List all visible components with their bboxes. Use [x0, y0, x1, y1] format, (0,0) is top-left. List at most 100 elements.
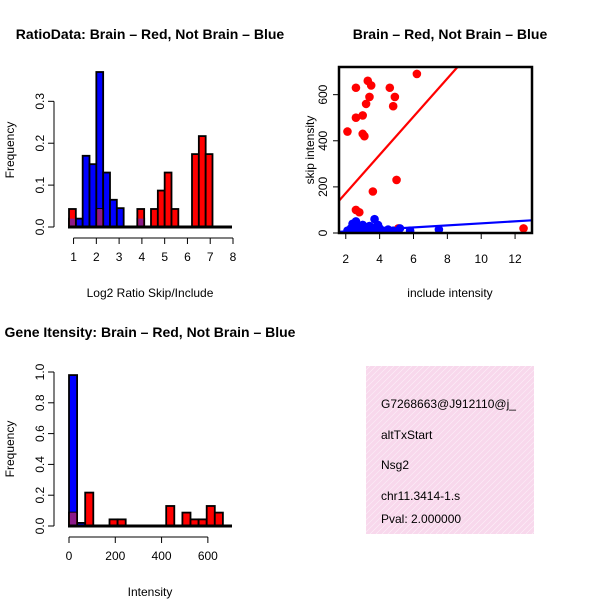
y-tick-label: 0.6 [33, 425, 47, 442]
info-panel: G7268663@J912110@j_ altTxStart Nsg2 chr1… [366, 366, 534, 534]
brain-point [351, 83, 361, 93]
y-tick-label: 0.2 [33, 135, 47, 152]
y-tick-label: 0.4 [33, 456, 47, 473]
scatter-chart-title: Brain – Red, Not Brain – Blue [353, 26, 548, 42]
ratio-bars [68, 71, 214, 228]
x-tick-label: 6 [410, 252, 417, 266]
x-tick-label: 8 [444, 252, 451, 266]
not-brain-bar [102, 171, 111, 228]
intensity-histogram-panel: Gene Itensity: Brain – Red, Not Brain – … [3, 324, 296, 599]
brain-point [355, 207, 364, 217]
brain-point [360, 131, 369, 141]
not-brain-bar [68, 374, 78, 527]
brain-point [351, 113, 361, 123]
scatter-panel: Brain – Red, Not Brain – Blue 2 4 6 8 10 12 0… [303, 26, 547, 300]
intensity-bars [68, 374, 224, 527]
x-tick-label: 4 [376, 252, 383, 266]
x-tick-label: 200 [105, 549, 125, 563]
brain-bar [213, 511, 224, 527]
x-tick-label: 400 [152, 549, 172, 563]
brain-point [358, 111, 368, 120]
scatter-x-axis: 2 4 6 8 10 12 [342, 233, 522, 266]
x-tick-label: 0 [66, 549, 73, 563]
scatter-plot-area [339, 67, 532, 233]
overlap-bar [70, 218, 75, 227]
y-tick-label: 400 [316, 130, 330, 150]
info-event-type: altTxStart [381, 428, 433, 442]
brain-bar [170, 208, 180, 228]
intensity-chart-title: Gene Itensity: Brain – Red, Not Brain – … [5, 324, 296, 340]
x-tick-label: 12 [508, 252, 522, 266]
brain-point [392, 175, 401, 185]
intensity-x-label: Intensity [128, 585, 173, 599]
not-brain-point [434, 225, 444, 233]
x-tick-label: 600 [198, 549, 218, 563]
brain-bar [191, 153, 200, 228]
not-brain-bar [109, 198, 118, 228]
brain-bar [197, 135, 207, 228]
not-brain-fit-line [339, 219, 532, 233]
x-tick-label: 1 [70, 250, 77, 264]
info-event-id: G7268663@J912110@j_ [381, 397, 516, 411]
brain-point [385, 83, 395, 93]
x-tick-label: 6 [184, 250, 191, 264]
intensity-y-label: Frequency [3, 421, 17, 478]
not-brain-bar [81, 154, 91, 228]
not-brain-bar [88, 163, 98, 228]
brain-point [519, 224, 528, 233]
brain-point [412, 69, 422, 79]
y-tick-label: 0.0 [33, 517, 47, 534]
x-tick-label: 7 [207, 250, 214, 264]
y-tick-label: 200 [316, 177, 330, 197]
ratio-y-label: Frequency [3, 122, 17, 179]
x-tick-label: 3 [116, 250, 123, 264]
scatter-y-label: skip intensity [303, 116, 317, 185]
x-tick-label: 5 [161, 250, 168, 264]
ratio-x-axis: 1 2 3 4 5 6 7 8 [70, 237, 237, 264]
brain-point [366, 81, 376, 90]
ratio-x-label: Log2 Ratio Skip/Include [87, 286, 214, 300]
x-tick-label: 2 [93, 250, 100, 264]
y-tick-label: 0.8 [33, 394, 47, 411]
brain-bar [205, 505, 216, 527]
ratio-chart-title: RatioData: Brain – Red, Not Brain – Blue [16, 26, 285, 42]
y-tick-label: 600 [316, 84, 330, 104]
scatter-y-axis: 0 200 400 600 [316, 84, 339, 236]
brain-point [368, 187, 378, 196]
brain-fit-line [339, 67, 459, 202]
brain-bar [165, 505, 176, 527]
intensity-x-axis: 0 200 400 600 [66, 536, 218, 563]
y-tick-label: 1.0 [33, 363, 47, 380]
y-tick-label: 0.2 [33, 487, 47, 504]
brain-bar [204, 153, 214, 228]
x-tick-label: 4 [139, 250, 146, 264]
brain-point [361, 99, 371, 109]
ratio-histogram-panel: RatioData: Brain – Red, Not Brain – Blue… [3, 26, 284, 300]
brain-bar [163, 171, 173, 228]
not-brain-bar [95, 71, 105, 228]
brain-point [388, 101, 398, 111]
scatter-x-label: include intensity [407, 286, 492, 300]
intensity-y-axis: 0.0 0.2 0.4 0.6 0.8 1.0 [33, 363, 55, 534]
x-tick-label: 10 [475, 252, 489, 266]
x-tick-label: 8 [230, 250, 237, 264]
brain-bar [156, 189, 166, 228]
not-brain-bar [115, 207, 125, 228]
overlap-bar [97, 208, 103, 227]
y-tick-label: 0.3 [33, 93, 47, 110]
y-tick-label: 0.0 [33, 218, 47, 235]
overlap-bar [70, 512, 77, 526]
y-tick-label: 0 [316, 229, 330, 236]
overlap-bar [138, 218, 144, 227]
brain-bar [84, 491, 95, 527]
info-hatch [366, 366, 534, 534]
scatter-plot-box [337, 65, 534, 235]
brain-point [343, 127, 352, 136]
info-pval: Pval: 2.000000 [381, 512, 461, 526]
y-tick-label: 0.1 [33, 176, 47, 193]
info-location: chr11.3414-1.s [381, 489, 460, 503]
brain-bar [181, 511, 192, 527]
info-gene-name: Nsg2 [381, 458, 409, 472]
x-tick-label: 2 [342, 252, 349, 266]
